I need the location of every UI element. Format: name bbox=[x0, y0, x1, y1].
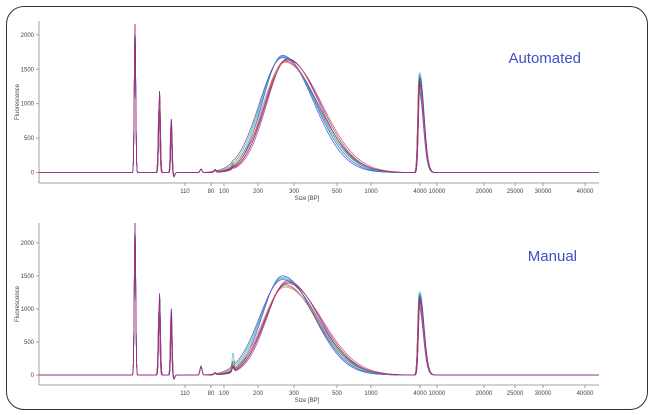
trace-line-6 bbox=[39, 222, 599, 380]
trace-line-1 bbox=[39, 222, 599, 380]
x-tick-label: 40000 bbox=[577, 391, 594, 397]
trace-line-4 bbox=[39, 222, 599, 380]
y-tick-label: 1000 bbox=[21, 307, 35, 313]
x-tick-label: 500 bbox=[332, 189, 343, 195]
x-tick-label: 25000 bbox=[507, 391, 524, 397]
x-tick-label: 300 bbox=[289, 189, 300, 195]
y-axis-title: Fluorescence bbox=[15, 285, 21, 322]
x-tick-label: 20000 bbox=[476, 391, 493, 397]
x-tick-label: 110 bbox=[180, 391, 190, 397]
y-tick-label: 2000 bbox=[21, 33, 35, 39]
x-tick-label: 40000 bbox=[577, 189, 594, 195]
chart-manual: 0 500 1000 1500 2000 Fluorescence 110 80 100 200 3… bbox=[7, 215, 647, 409]
trace-line-8 bbox=[39, 222, 599, 380]
x-tick-label: 200 bbox=[253, 189, 264, 195]
trace-line-3 bbox=[39, 222, 599, 380]
x-tick-label: 200 bbox=[253, 391, 264, 397]
x-tick-label: 4000 bbox=[413, 189, 427, 195]
chart-manual-svg: 0 500 1000 1500 2000 Fluorescence 110 80 100 200 3… bbox=[15, 222, 599, 404]
y-tick-label: 2000 bbox=[21, 241, 35, 247]
trace-line-9 bbox=[39, 222, 599, 380]
trace-line-10 bbox=[39, 222, 599, 380]
panel-label: Manual bbox=[528, 248, 577, 265]
x-tick-label: 80 bbox=[208, 189, 215, 195]
y-tick-label: 500 bbox=[24, 340, 35, 346]
x-tick-label: 10000 bbox=[429, 189, 446, 195]
x-tick-label: 1000 bbox=[364, 391, 378, 397]
x-tick-label: 110 bbox=[180, 189, 190, 195]
x-tick-label: 30000 bbox=[535, 391, 552, 397]
chart-automated: 0 500 1000 1500 2000 Fluorescence 110 80 100 200 3… bbox=[7, 13, 647, 208]
y-tick-label: 1000 bbox=[21, 102, 35, 108]
chart-automated-svg: 0 500 1000 1500 2000 Fluorescence 110 80 100 200 3… bbox=[15, 21, 599, 202]
y-axis-title: Fluorescence bbox=[15, 83, 21, 120]
trace-line-5 bbox=[39, 222, 599, 380]
y-tick-label: 1500 bbox=[21, 67, 35, 73]
trace-line-7 bbox=[39, 222, 599, 380]
x-tick-label: 100 bbox=[219, 189, 230, 195]
x-axis-title: Size [BP] bbox=[295, 196, 320, 202]
x-tick-label: 30000 bbox=[535, 189, 552, 195]
figure-frame: 0 500 1000 1500 2000 Fluorescence 110 80 100 200 3… bbox=[6, 6, 648, 410]
trace-line-2 bbox=[39, 222, 599, 380]
x-tick-label: 500 bbox=[332, 391, 343, 397]
x-axis-title: Size [BP] bbox=[295, 398, 320, 404]
y-tick-label: 0 bbox=[31, 373, 35, 379]
y-tick-label: 0 bbox=[31, 171, 35, 177]
panel-label: Automated bbox=[508, 50, 581, 67]
y-tick-label: 1500 bbox=[21, 274, 35, 280]
y-tick-label: 500 bbox=[24, 136, 35, 142]
x-tick-label: 25000 bbox=[507, 189, 524, 195]
x-tick-label: 80 bbox=[208, 391, 215, 397]
x-tick-label: 20000 bbox=[476, 189, 493, 195]
x-tick-label: 10000 bbox=[429, 391, 446, 397]
x-tick-label: 300 bbox=[289, 391, 300, 397]
x-tick-label: 4000 bbox=[413, 391, 427, 397]
x-tick-label: 100 bbox=[219, 391, 230, 397]
x-tick-label: 1000 bbox=[364, 189, 378, 195]
trace-line-6 bbox=[39, 24, 599, 178]
trace-line-10 bbox=[39, 24, 599, 178]
